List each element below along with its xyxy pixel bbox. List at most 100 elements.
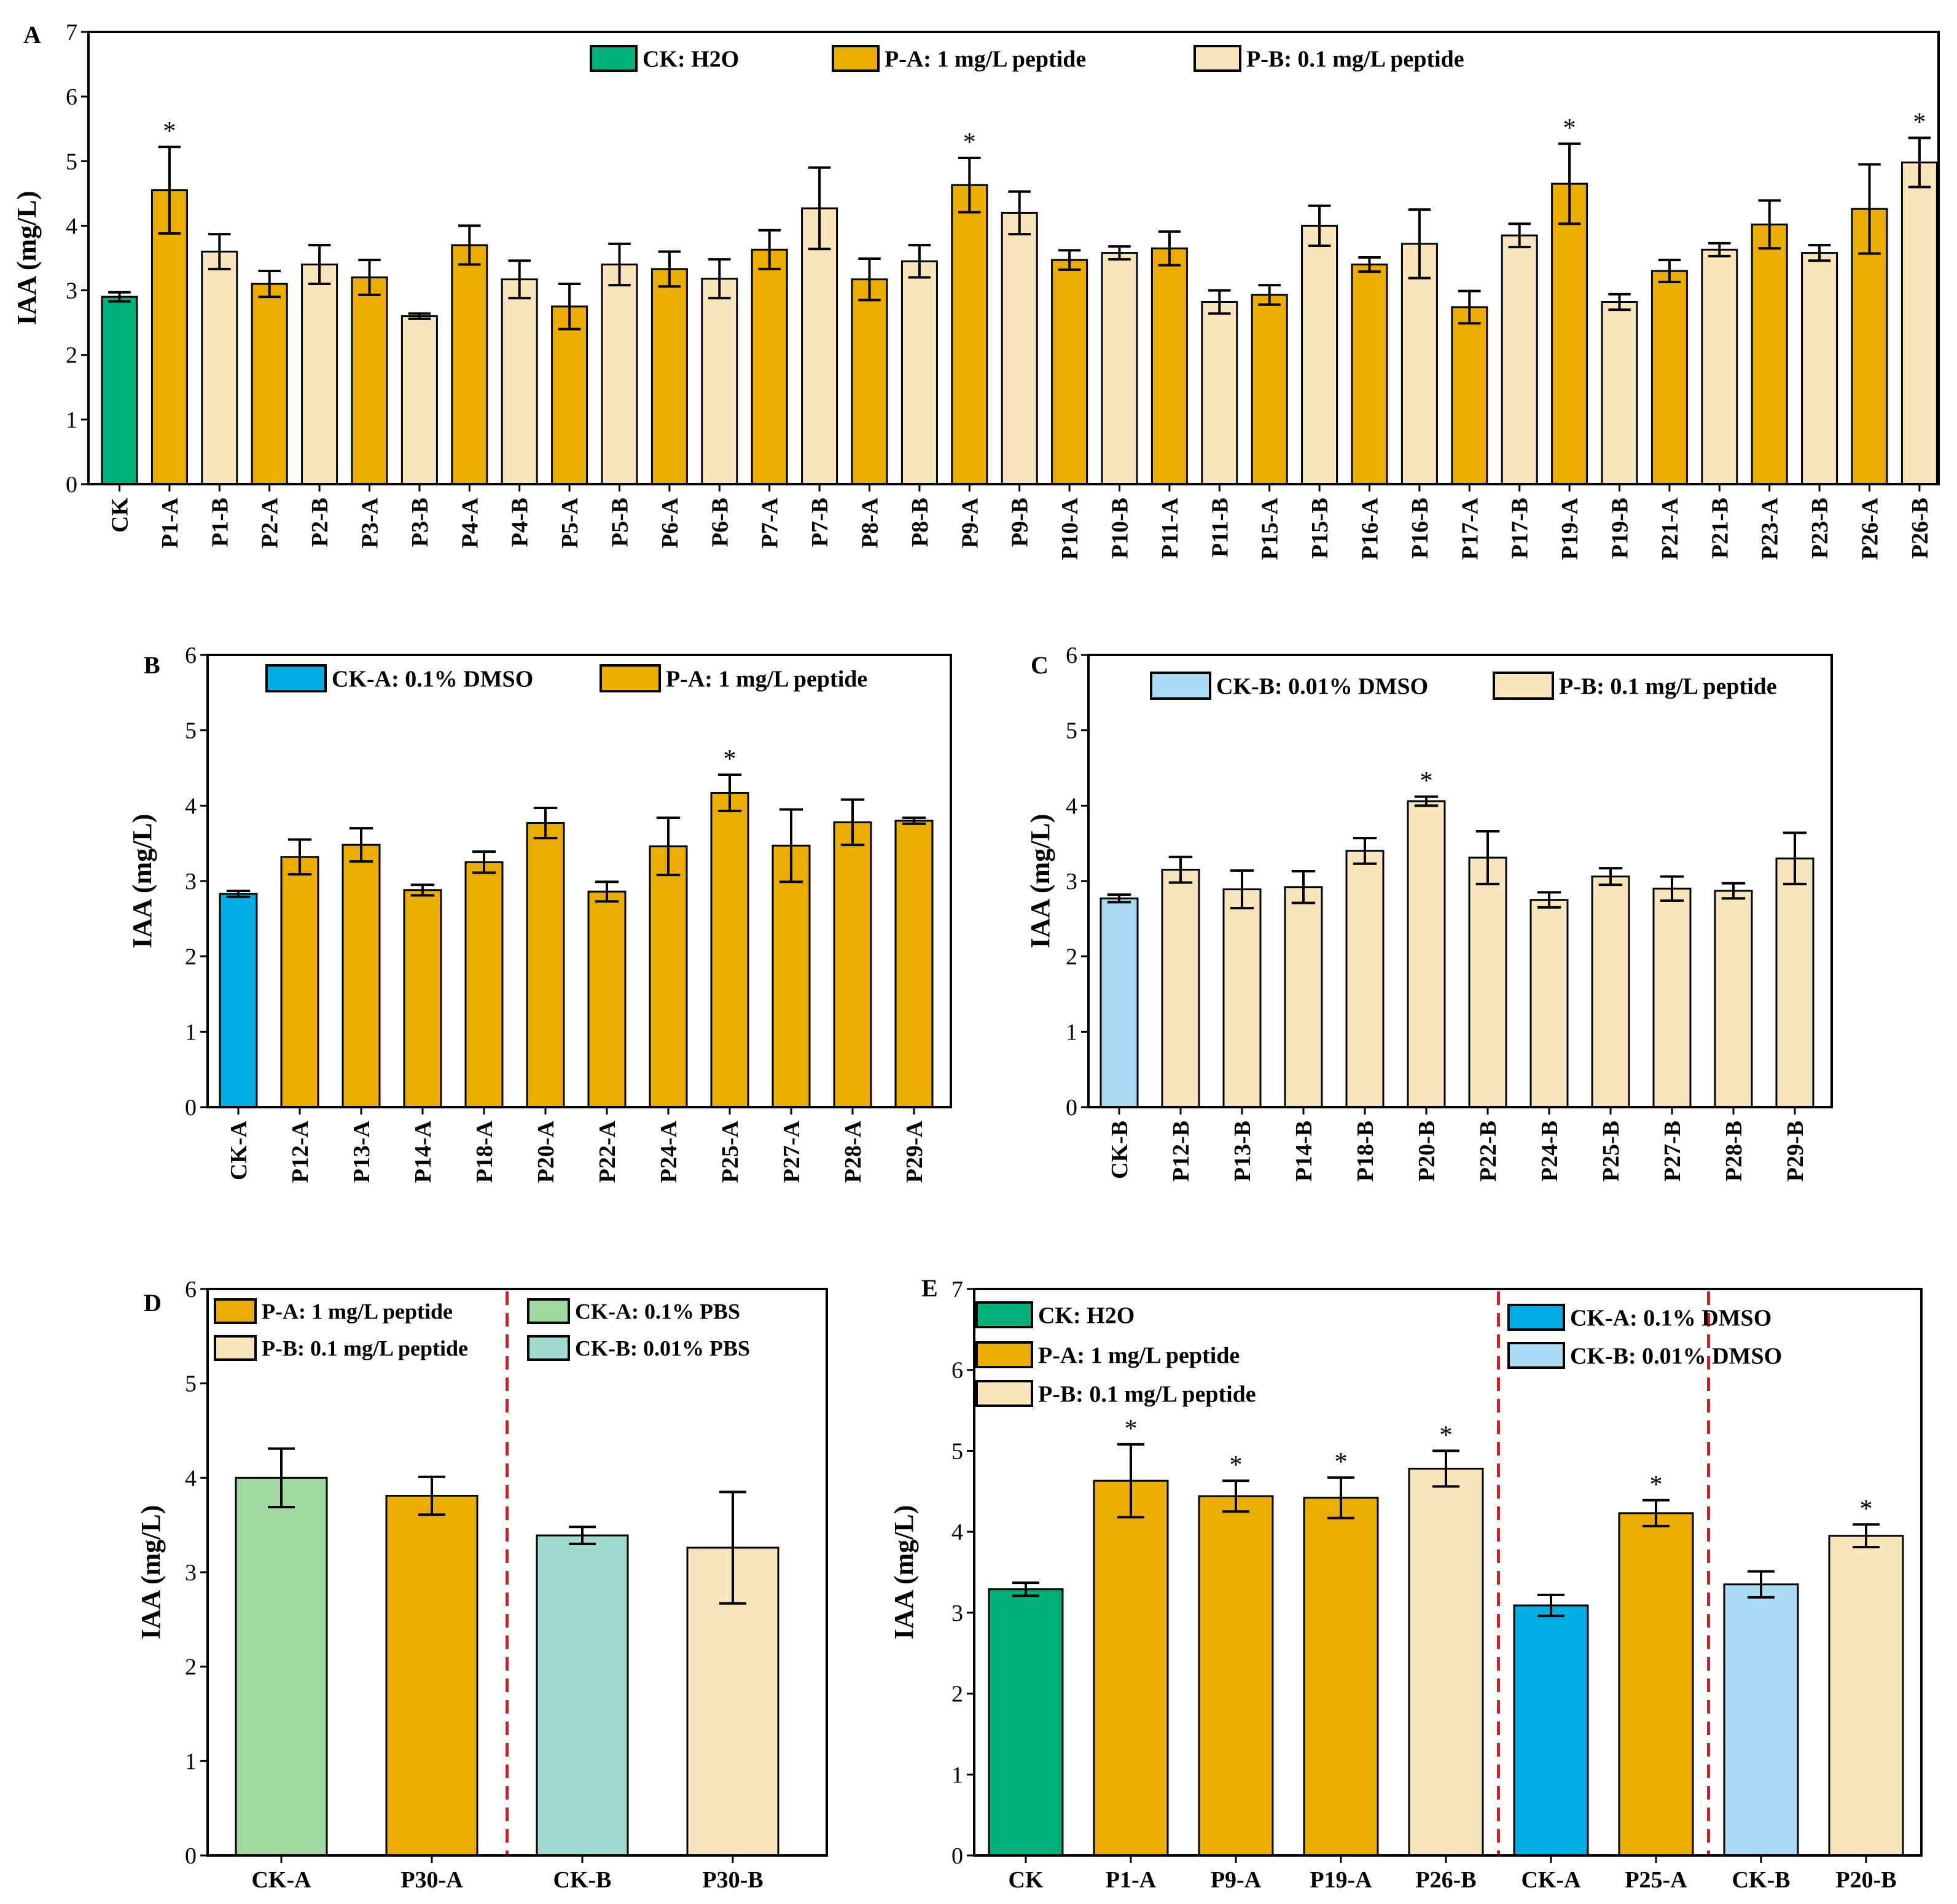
bar-p12-a [280, 856, 319, 1108]
bar-p20-b [1828, 1535, 1904, 1857]
y-tick-label: 3 [185, 869, 197, 895]
error-bar [719, 1491, 746, 1605]
error-bar [1358, 256, 1381, 273]
y-tick-label: 4 [185, 1465, 197, 1491]
error-bar [1158, 230, 1181, 267]
error-bar [1291, 870, 1316, 904]
y-tick-label: 4 [185, 793, 197, 819]
panel-d: D CK-A P30-A CK-B P30-B 0 1 2 3 4 5 6 IAA (mg/L) P-A:… [136, 1277, 828, 1893]
bar-p10-a [1051, 259, 1088, 485]
y-tick-label: 6 [1066, 643, 1077, 668]
legend-swatch [1150, 672, 1211, 700]
bar-p28-a [833, 821, 872, 1108]
y-tick-label: 4 [66, 213, 77, 239]
bar-p5-b [601, 264, 638, 485]
panel-label: A [23, 21, 41, 49]
error-bar [358, 259, 381, 296]
bar-p4-b [501, 278, 538, 485]
bar-p10-b [1101, 252, 1138, 485]
bar-p27-a [771, 844, 811, 1108]
panel-label: C [1031, 651, 1049, 679]
x-tick-label: P7-B [807, 498, 833, 547]
panel-label: D [144, 1289, 162, 1317]
error-bar [1058, 249, 1081, 271]
y-tick-label: 5 [1066, 718, 1077, 744]
y-tick-label: 1 [1066, 1019, 1077, 1045]
y-tick-label: 3 [951, 1600, 963, 1626]
x-tick-label: P9-B [1007, 498, 1033, 547]
error-bar [1748, 1570, 1775, 1599]
x-tick-label: P27-A [779, 1120, 805, 1183]
error-bar [349, 827, 373, 863]
x-tick-label: P7-A [757, 497, 783, 548]
x-tick-label: P10-B [1107, 498, 1133, 558]
x-tick-label: P11-A [1157, 497, 1183, 558]
x-tick-label: P18-A [472, 1120, 498, 1183]
bar-p19-a [1303, 1497, 1379, 1857]
error-bar [779, 808, 803, 883]
error-bar [1117, 1443, 1144, 1519]
plot-frame [206, 654, 952, 1108]
y-axis-label: IAA (mg/L) [889, 1505, 919, 1640]
bar-p1-b [201, 250, 238, 485]
legend-swatch [1493, 672, 1554, 700]
x-tick-label: CK-A [251, 1867, 311, 1893]
legend-swatch [975, 1341, 1033, 1368]
bar-p30-a [385, 1495, 479, 1857]
plot-frame [1087, 654, 1833, 1108]
legend-item: P-A: 1 mg/L peptide [975, 1341, 1240, 1368]
x-tick-label: P20-B [1835, 1867, 1896, 1893]
x-tick-label: P3-B [407, 498, 433, 547]
legend-label: P-B: 0.1 mg/L peptide [1246, 46, 1464, 72]
x-tick-label: P10-A [1057, 497, 1083, 560]
significance-marker: * [1125, 1415, 1138, 1443]
bar-p9-a [1198, 1495, 1274, 1857]
legend-swatch [527, 1298, 570, 1324]
bar-p13-a [342, 844, 381, 1108]
x-tick-label: CK-A [1521, 1867, 1581, 1893]
y-tick-label: 3 [66, 278, 77, 304]
legend-label: CK-B: 0.01% PBS [575, 1336, 750, 1361]
error-bar [1008, 190, 1031, 236]
y-tick-label: 5 [185, 718, 197, 744]
significance-marker: * [1335, 1448, 1348, 1476]
legend-label: CK-A: 0.1% DMSO [332, 666, 533, 692]
y-axis-label: IAA (mg/L) [12, 191, 42, 326]
error-bar [472, 850, 496, 874]
bar-p22-b [1468, 856, 1507, 1108]
bar-p8-b [900, 260, 938, 485]
error-bar [208, 233, 231, 270]
error-bar [758, 229, 781, 270]
x-tick-label: P8-B [907, 498, 933, 547]
legend-item: CK-B: 0.01% DMSO [1507, 1342, 1782, 1369]
bar-p15-a [1251, 294, 1288, 485]
plot-frame [87, 31, 1940, 485]
legend-swatch [1193, 45, 1241, 72]
significance-marker: * [1440, 1421, 1453, 1449]
legend-swatch [214, 1335, 257, 1361]
x-tick-label: P28-A [840, 1120, 866, 1183]
error-bar [1853, 1523, 1880, 1549]
y-tick-label: 5 [66, 149, 77, 174]
x-tick-label: CK-B [1107, 1121, 1133, 1179]
error-bar [508, 259, 531, 300]
error-bar [1858, 163, 1881, 255]
x-tick-label: P5-B [607, 498, 633, 547]
bar-p21-b [1701, 248, 1738, 485]
x-tick-label: P16-B [1407, 498, 1433, 558]
bar-p28-b [1714, 890, 1753, 1108]
x-tick-label: CK-B [553, 1867, 612, 1893]
x-tick-label: P24-A [656, 1120, 682, 1183]
x-tick-label: P22-A [595, 1120, 620, 1183]
bar-p17-b [1501, 234, 1538, 485]
x-tick-label: P15-A [1257, 497, 1283, 560]
y-tick-label: 6 [951, 1358, 963, 1384]
legend-item: P-B: 0.1 mg/L peptide [1193, 45, 1464, 72]
y-axis-label: IAA (mg/L) [1025, 814, 1055, 949]
legend-label: P-B: 0.1 mg/L peptide [262, 1336, 468, 1361]
x-tick-label: P19-B [1607, 498, 1633, 558]
x-tick-label: P12-B [1168, 1121, 1194, 1181]
legend-label: CK-B: 0.01% DMSO [1570, 1343, 1782, 1369]
error-bar [287, 838, 312, 876]
